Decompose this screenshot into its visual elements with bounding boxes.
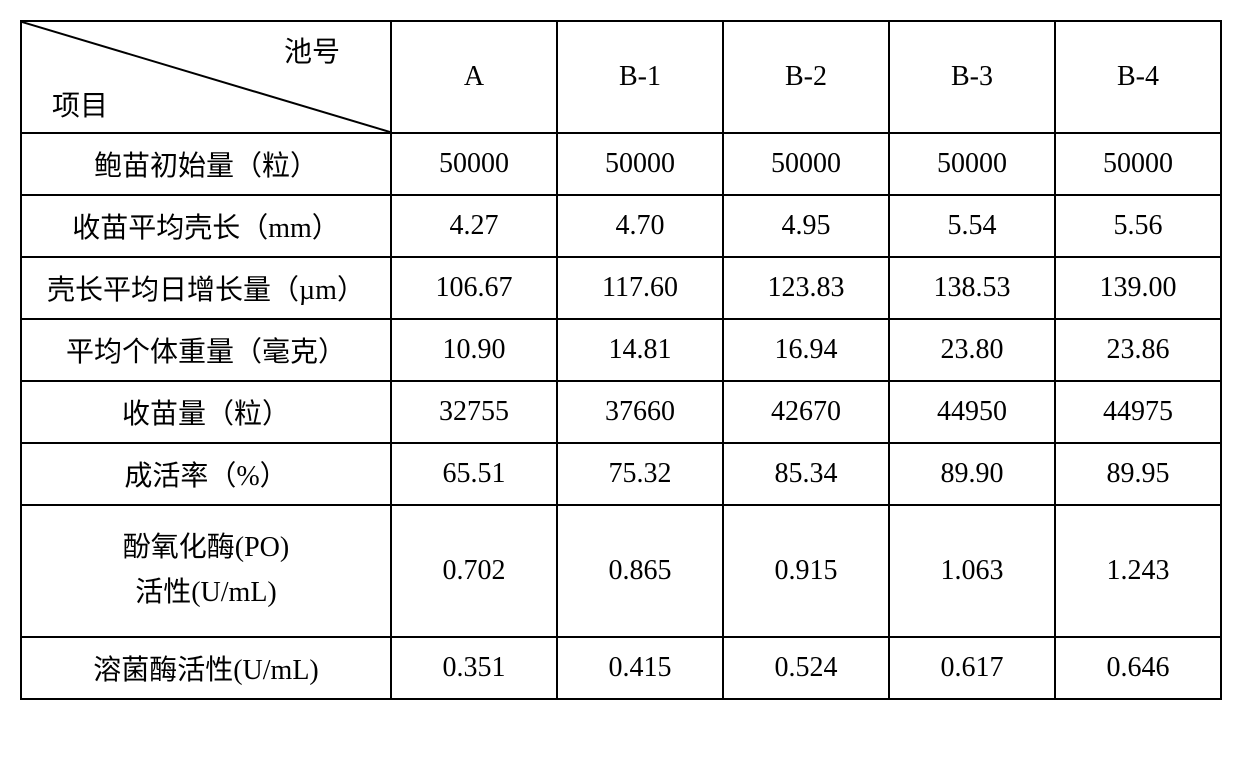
col-header: A	[391, 21, 557, 133]
cell: 23.80	[889, 319, 1055, 381]
cell: 50000	[723, 133, 889, 195]
table-body: 池号 项目 A B-1 B-2 B-3 B-4 鲍苗初始量（粒） 50000 5…	[21, 21, 1221, 699]
cell: 50000	[557, 133, 723, 195]
row-label: 平均个体重量（毫克）	[21, 319, 391, 381]
table-row: 溶菌酶活性(U/mL) 0.351 0.415 0.524 0.617 0.64…	[21, 637, 1221, 699]
cell: 0.351	[391, 637, 557, 699]
cell: 139.00	[1055, 257, 1221, 319]
cell: 0.524	[723, 637, 889, 699]
cell: 44975	[1055, 381, 1221, 443]
cell: 32755	[391, 381, 557, 443]
header-diagonal-cell: 池号 项目	[21, 21, 391, 133]
cell: 42670	[723, 381, 889, 443]
cell: 117.60	[557, 257, 723, 319]
row-label: 溶菌酶活性(U/mL)	[21, 637, 391, 699]
cell: 44950	[889, 381, 1055, 443]
table-row: 成活率（%） 65.51 75.32 85.34 89.90 89.95	[21, 443, 1221, 505]
cell: 23.86	[1055, 319, 1221, 381]
row-label: 鲍苗初始量（粒）	[21, 133, 391, 195]
row-label: 收苗量（粒）	[21, 381, 391, 443]
row-label: 酚氧化酶(PO) 活性(U/mL)	[21, 505, 391, 637]
cell: 85.34	[723, 443, 889, 505]
col-header: B-2	[723, 21, 889, 133]
cell: 123.83	[723, 257, 889, 319]
cell: 50000	[889, 133, 1055, 195]
cell: 1.243	[1055, 505, 1221, 637]
cell: 0.915	[723, 505, 889, 637]
cell: 0.617	[889, 637, 1055, 699]
header-col-group-label: 池号	[284, 30, 340, 70]
header-row-group-label: 项目	[52, 84, 108, 124]
cell: 4.27	[391, 195, 557, 257]
cell: 0.702	[391, 505, 557, 637]
row-label: 成活率（%）	[21, 443, 391, 505]
cell: 50000	[1055, 133, 1221, 195]
cell: 65.51	[391, 443, 557, 505]
cell: 0.646	[1055, 637, 1221, 699]
cell: 50000	[391, 133, 557, 195]
cell: 10.90	[391, 319, 557, 381]
col-header: B-3	[889, 21, 1055, 133]
cell: 0.865	[557, 505, 723, 637]
row-label: 壳长平均日增长量（µm）	[21, 257, 391, 319]
table-row: 壳长平均日增长量（µm） 106.67 117.60 123.83 138.53…	[21, 257, 1221, 319]
cell: 5.56	[1055, 195, 1221, 257]
cell: 75.32	[557, 443, 723, 505]
cell: 0.415	[557, 637, 723, 699]
cell: 89.90	[889, 443, 1055, 505]
table-row: 酚氧化酶(PO) 活性(U/mL) 0.702 0.865 0.915 1.06…	[21, 505, 1221, 637]
table-row: 平均个体重量（毫克） 10.90 14.81 16.94 23.80 23.86	[21, 319, 1221, 381]
table-row: 鲍苗初始量（粒） 50000 50000 50000 50000 50000	[21, 133, 1221, 195]
cell: 14.81	[557, 319, 723, 381]
cell: 4.70	[557, 195, 723, 257]
cell: 4.95	[723, 195, 889, 257]
data-table-container: 池号 项目 A B-1 B-2 B-3 B-4 鲍苗初始量（粒） 50000 5…	[20, 20, 1220, 700]
cell: 37660	[557, 381, 723, 443]
cell: 89.95	[1055, 443, 1221, 505]
table-row: 收苗平均壳长（mm） 4.27 4.70 4.95 5.54 5.56	[21, 195, 1221, 257]
col-header: B-1	[557, 21, 723, 133]
row-label: 收苗平均壳长（mm）	[21, 195, 391, 257]
cell: 106.67	[391, 257, 557, 319]
table-row: 收苗量（粒） 32755 37660 42670 44950 44975	[21, 381, 1221, 443]
col-header: B-4	[1055, 21, 1221, 133]
cell: 1.063	[889, 505, 1055, 637]
cell: 16.94	[723, 319, 889, 381]
cell: 5.54	[889, 195, 1055, 257]
table-header-row: 池号 项目 A B-1 B-2 B-3 B-4	[21, 21, 1221, 133]
cell: 138.53	[889, 257, 1055, 319]
data-table: 池号 项目 A B-1 B-2 B-3 B-4 鲍苗初始量（粒） 50000 5…	[20, 20, 1222, 700]
